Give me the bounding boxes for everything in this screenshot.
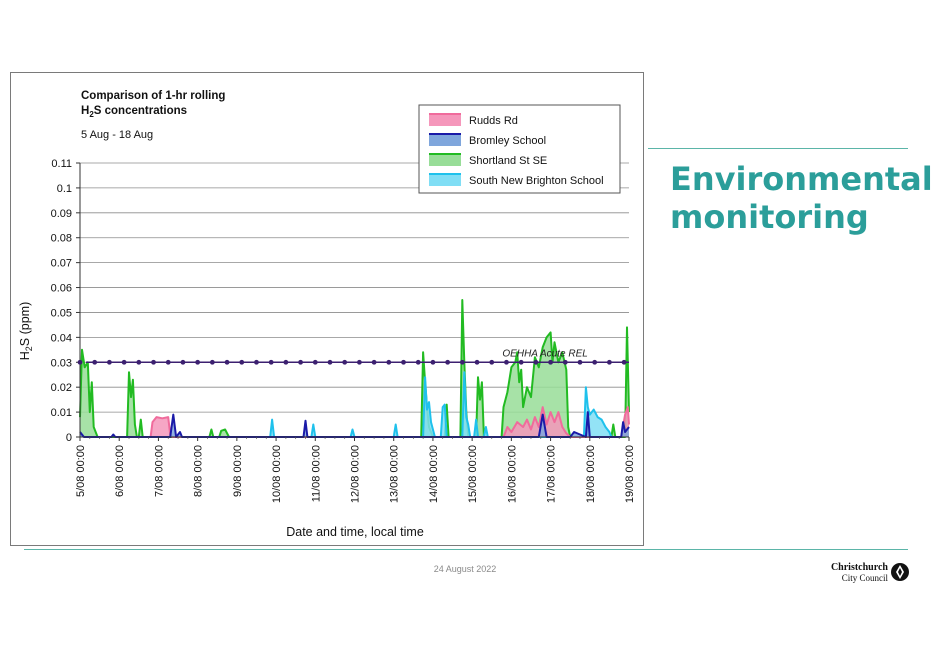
reference-marker <box>430 359 436 365</box>
reference-marker <box>459 359 465 365</box>
y-tick-label: 0 <box>66 432 72 444</box>
series-area <box>80 300 629 437</box>
x-tick-label: 18/08 00:00 <box>585 445 597 503</box>
x-tick-label: 8/08 00:00 <box>193 445 205 497</box>
reference-marker <box>518 359 524 365</box>
reference-marker <box>312 359 318 365</box>
reference-marker <box>592 359 598 365</box>
x-tick-label: 14/08 00:00 <box>428 445 440 503</box>
reference-marker <box>548 359 553 365</box>
y-axis-label: H2S (ppm) <box>18 302 34 361</box>
reference-marker <box>562 359 568 365</box>
logo-text-line2: City Council <box>841 573 888 583</box>
reference-marker <box>504 359 509 365</box>
x-tick-label: 10/08 00:00 <box>271 445 283 503</box>
legend-swatch <box>429 173 461 186</box>
chart-subtitle: 5 Aug - 18 Aug <box>81 129 153 141</box>
y-tick-label: 0.11 <box>51 158 72 170</box>
reference-marker <box>92 359 98 365</box>
legend-label: Shortland St SE <box>469 155 547 167</box>
legend-label: Bromley School <box>469 135 546 147</box>
reference-marker <box>342 359 348 365</box>
chart-frame: Comparison of 1-hr rolling H2S concentra… <box>10 72 644 546</box>
legend-label: Rudds Rd <box>469 115 518 127</box>
y-tick-label: 0.07 <box>51 258 72 270</box>
reference-marker <box>386 359 392 365</box>
h2s-chart: Comparison of 1-hr rolling H2S concentra… <box>18 90 636 539</box>
y-tick-label: 0.1 <box>57 183 72 195</box>
reference-marker <box>415 359 421 365</box>
reference-marker <box>195 359 201 365</box>
council-logo: Christchurch City Council <box>826 560 916 586</box>
legend-label: South New Brighton School <box>469 175 604 187</box>
reference-marker <box>165 359 171 365</box>
reference-marker <box>533 359 539 365</box>
reference-marker <box>239 359 245 365</box>
footer-divider <box>24 549 908 550</box>
council-emblem-icon <box>891 563 909 581</box>
reference-marker <box>606 359 612 365</box>
reference-marker <box>474 359 480 365</box>
reference-marker <box>268 359 274 365</box>
x-tick-label: 11/08 00:00 <box>310 445 322 502</box>
y-tick-label: 0.04 <box>51 332 72 344</box>
chart-legend: Rudds Rd Bromley School Shortland St SE Sou… <box>418 104 621 194</box>
x-tick-label: 5/08 00:00 <box>75 445 87 497</box>
x-tick-label: 9/08 00:00 <box>232 445 244 497</box>
footer-date: 24 August 2022 <box>433 564 497 574</box>
reference-marker <box>121 359 127 365</box>
x-tick-label: 7/08 00:00 <box>153 445 165 497</box>
reference-marker <box>327 359 333 365</box>
x-tick-label: 6/08 00:00 <box>114 445 126 497</box>
reference-marker <box>283 359 289 365</box>
legend-swatch <box>429 113 461 126</box>
reference-marker <box>489 359 495 365</box>
x-axis-label: Date and time, local time <box>286 525 424 539</box>
reference-marker <box>107 359 112 365</box>
series-area <box>80 412 629 437</box>
legend-swatch <box>429 153 461 166</box>
x-tick-label: 15/08 00:00 <box>467 445 479 503</box>
reference-marker <box>445 359 451 365</box>
reference-marker <box>357 359 362 365</box>
reference-line-label: OEHHA Acute REL <box>502 348 587 359</box>
y-tick-label: 0.03 <box>51 357 72 369</box>
y-tick-label: 0.01 <box>51 407 72 419</box>
reference-marker <box>151 359 156 365</box>
y-tick-label: 0.02 <box>51 382 72 394</box>
x-tick-label: 17/08 00:00 <box>546 445 558 503</box>
y-tick-label: 0.05 <box>51 307 72 319</box>
y-tick-label: 0.08 <box>51 233 72 245</box>
x-tick-label: 19/08 00:00 <box>624 445 636 503</box>
y-tick-label: 0.09 <box>51 208 72 220</box>
reference-marker <box>401 359 406 365</box>
reference-marker <box>136 359 142 365</box>
slide-title: Environmental monitoring <box>670 160 933 236</box>
reference-marker <box>224 359 230 365</box>
x-tick-label: 12/08 00:00 <box>350 445 362 503</box>
chart-title-line2: H2S concentrations <box>81 105 187 119</box>
reference-marker <box>77 359 83 365</box>
chart-title-line1: Comparison of 1-hr rolling <box>81 90 225 102</box>
y-tick-label: 0.06 <box>51 283 72 295</box>
reference-marker <box>209 359 215 365</box>
title-divider <box>648 148 908 149</box>
reference-marker <box>254 359 259 365</box>
series-line <box>149 406 630 438</box>
logo-text-line1: Christchurch <box>830 562 888 573</box>
reference-marker <box>298 359 303 365</box>
reference-marker <box>371 359 377 365</box>
reference-marker <box>621 359 627 365</box>
reference-marker <box>180 359 186 365</box>
legend-swatch <box>429 133 461 146</box>
x-tick-label: 16/08 00:00 <box>506 445 518 503</box>
reference-marker <box>577 359 583 365</box>
x-tick-label: 13/08 00:00 <box>389 445 401 503</box>
